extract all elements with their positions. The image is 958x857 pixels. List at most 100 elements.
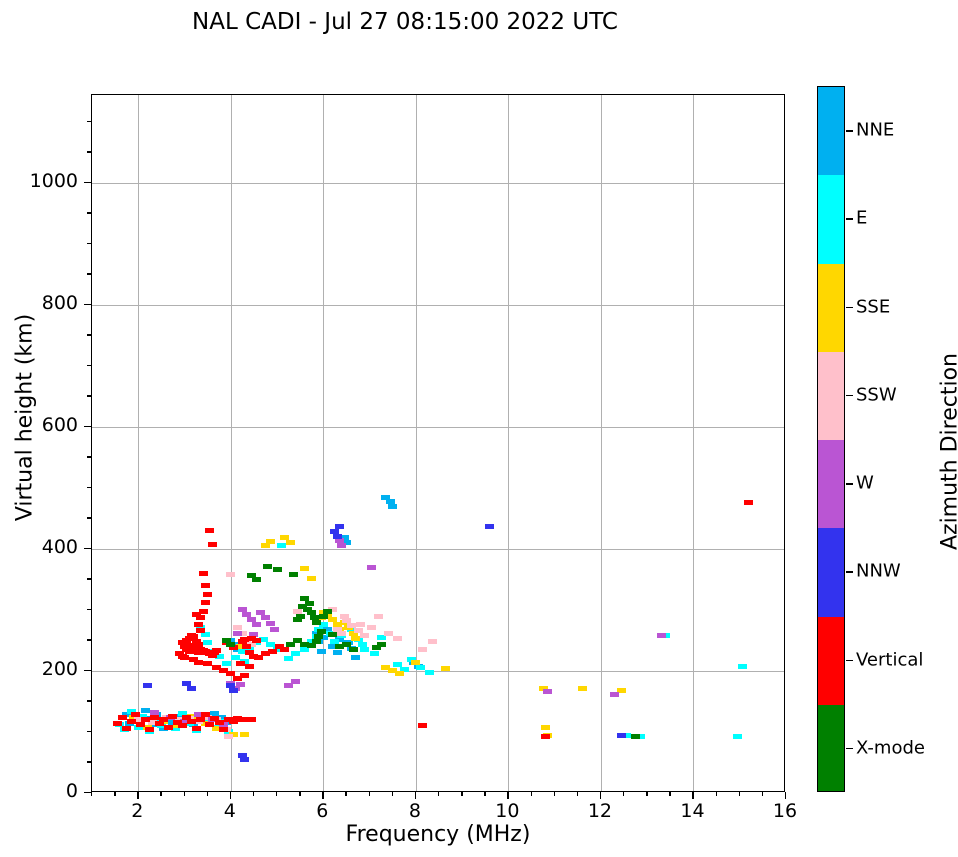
y-tick-minor bbox=[87, 395, 91, 397]
data-point bbox=[300, 646, 310, 652]
x-tick-minor bbox=[252, 792, 255, 796]
data-point bbox=[240, 673, 250, 679]
data-point bbox=[200, 712, 210, 718]
x-tick-minor bbox=[530, 792, 532, 796]
x-tick-minor bbox=[761, 792, 764, 796]
data-point bbox=[214, 719, 224, 725]
data-point bbox=[228, 687, 238, 693]
data-point bbox=[318, 634, 328, 640]
x-tick-major bbox=[599, 792, 602, 799]
data-point bbox=[318, 609, 328, 615]
data-point bbox=[196, 628, 206, 634]
data-point bbox=[358, 641, 368, 647]
data-point bbox=[210, 716, 220, 722]
y-tick-minor bbox=[87, 730, 91, 733]
y-tick-minor bbox=[87, 517, 91, 519]
azimuth-colorbar[interactable] bbox=[817, 86, 845, 792]
data-point bbox=[385, 498, 395, 504]
x-tick-major bbox=[322, 792, 324, 799]
data-point bbox=[122, 712, 132, 718]
data-point bbox=[367, 624, 377, 630]
data-point bbox=[330, 529, 340, 535]
x-tick-label: 4 bbox=[223, 800, 236, 822]
x-tick-minor bbox=[91, 792, 93, 796]
data-point bbox=[177, 723, 187, 729]
gridline-vertical bbox=[508, 95, 510, 791]
y-tick-label: 0 bbox=[65, 780, 78, 802]
data-point bbox=[265, 641, 275, 647]
y-tick-minor bbox=[87, 639, 91, 641]
y-tick-minor bbox=[87, 273, 91, 275]
data-point bbox=[661, 633, 671, 639]
colorbar-label-sse: SSE bbox=[856, 296, 891, 318]
data-point bbox=[293, 617, 303, 623]
y-tick-major bbox=[84, 792, 91, 794]
data-point bbox=[230, 655, 240, 661]
data-point bbox=[418, 723, 428, 729]
data-point bbox=[247, 641, 257, 647]
y-tick-minor bbox=[87, 151, 91, 153]
data-point bbox=[249, 631, 259, 637]
colorbar-label: Azimuth Direction bbox=[937, 352, 958, 551]
colorbar-band-w[interactable] bbox=[818, 440, 844, 529]
data-point bbox=[395, 670, 405, 676]
data-point bbox=[226, 683, 236, 689]
data-point bbox=[304, 601, 314, 607]
data-point bbox=[441, 666, 451, 672]
data-point bbox=[159, 726, 169, 732]
data-point bbox=[314, 634, 324, 640]
data-point bbox=[219, 722, 229, 728]
colorbar-band-sse[interactable] bbox=[818, 263, 844, 352]
data-point bbox=[485, 524, 495, 530]
data-point bbox=[351, 655, 361, 661]
colorbar-band-nnw[interactable] bbox=[818, 528, 844, 617]
x-tick-minor bbox=[391, 792, 394, 796]
data-point bbox=[293, 637, 303, 643]
data-point bbox=[249, 653, 259, 659]
colorbar-band-x-mode[interactable] bbox=[818, 704, 844, 791]
gridline-horizontal bbox=[92, 304, 784, 306]
data-point bbox=[332, 626, 342, 632]
data-point bbox=[254, 655, 264, 661]
data-point bbox=[732, 734, 742, 740]
data-point bbox=[193, 712, 203, 718]
colorbar-band-nne[interactable] bbox=[818, 87, 844, 176]
data-point bbox=[286, 641, 296, 647]
data-point bbox=[328, 644, 338, 650]
data-point bbox=[251, 637, 261, 643]
data-point bbox=[311, 639, 321, 645]
data-point bbox=[744, 500, 754, 506]
data-point bbox=[212, 664, 222, 670]
data-point bbox=[184, 648, 194, 654]
colorbar-band-e[interactable] bbox=[818, 175, 844, 264]
colorbar-band-vertical[interactable] bbox=[818, 616, 844, 705]
x-tick-minor bbox=[484, 792, 486, 796]
data-point bbox=[339, 613, 349, 619]
data-point bbox=[221, 637, 231, 643]
x-tick-major bbox=[414, 792, 417, 799]
y-tick-minor bbox=[87, 364, 91, 367]
data-point bbox=[261, 614, 270, 620]
y-tick-minor bbox=[87, 761, 91, 763]
data-point bbox=[381, 664, 391, 670]
data-point bbox=[226, 641, 236, 647]
data-point bbox=[332, 650, 342, 656]
data-point bbox=[186, 633, 196, 639]
data-point bbox=[207, 541, 217, 547]
colorbar-band-ssw[interactable] bbox=[818, 351, 844, 440]
data-point bbox=[193, 650, 203, 656]
data-point bbox=[200, 600, 210, 606]
data-point bbox=[617, 687, 627, 693]
data-point bbox=[149, 709, 159, 715]
plot-area[interactable] bbox=[91, 94, 785, 792]
y-tick-major bbox=[84, 303, 91, 306]
data-point bbox=[200, 631, 210, 637]
colorbar-tick bbox=[846, 218, 853, 220]
data-point bbox=[228, 731, 238, 737]
data-point bbox=[418, 646, 428, 652]
data-point bbox=[221, 661, 231, 667]
x-tick-major bbox=[785, 792, 787, 799]
y-tick-minor bbox=[87, 578, 91, 580]
data-point bbox=[147, 719, 157, 725]
x-tick-minor bbox=[276, 792, 278, 796]
